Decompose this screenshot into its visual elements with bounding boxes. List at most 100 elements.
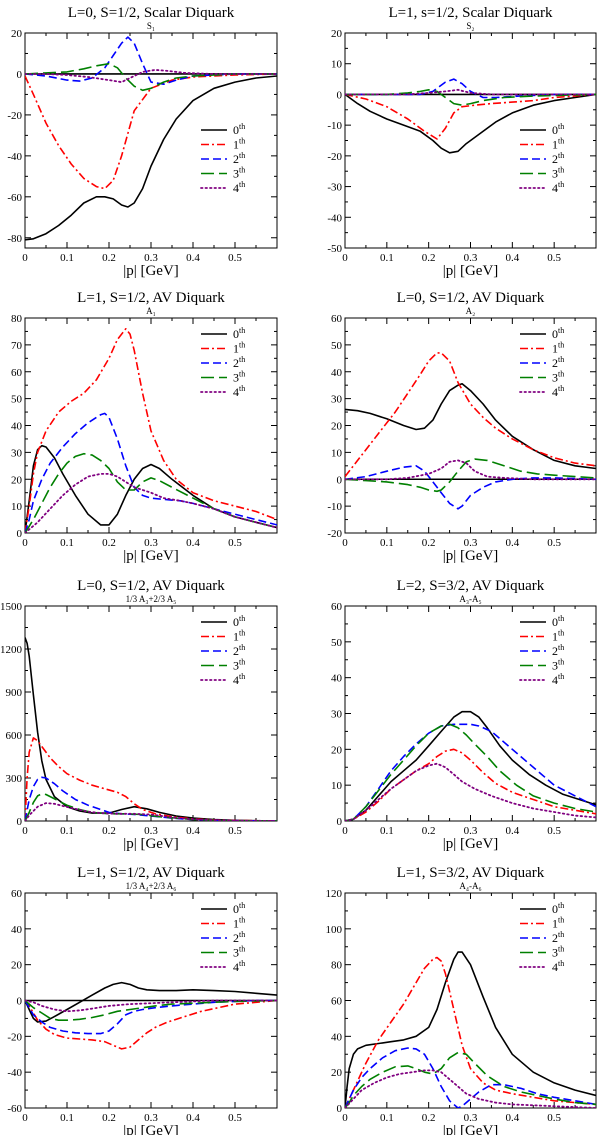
chart-title: L=1, S=1/2, AV Diquark	[77, 290, 225, 306]
series-line-1th	[345, 748, 596, 821]
y-tick-label: 100	[326, 924, 343, 936]
y-tick-label: -30	[327, 182, 342, 194]
series-line-0th	[25, 637, 277, 821]
y-tick-label: 1200	[0, 644, 23, 656]
x-tick-label: 0.5	[547, 537, 561, 549]
y-tick-label: 60	[11, 888, 23, 900]
x-tick-label: 0	[342, 1112, 348, 1124]
chart-subtitle: S₂	[466, 21, 474, 31]
legend-label-0th: 0th	[552, 326, 564, 341]
legend-label-3th: 3th	[233, 945, 245, 960]
y-tick-label: 50	[11, 394, 23, 406]
legend-label-1th: 1th	[233, 916, 245, 931]
x-tick-label: 0.5	[228, 1112, 242, 1124]
x-axis-label: |p| [GeV]	[443, 836, 499, 852]
y-tick-label: 60	[331, 313, 343, 325]
series-line-2th	[345, 723, 596, 821]
series-line-3th	[25, 62, 277, 92]
legend-label-3th: 3th	[233, 166, 245, 181]
x-tick-label: 0.3	[144, 252, 158, 264]
x-tick-label: 0.4	[186, 1112, 200, 1124]
y-tick-label: 0	[17, 816, 23, 828]
y-tick-label: 50	[331, 340, 343, 352]
legend-label-4th: 4th	[233, 180, 245, 195]
y-tick-label: 60	[11, 367, 23, 379]
legend-label-1th: 1th	[233, 137, 245, 152]
legend-label-1th: 1th	[552, 137, 564, 152]
chart-subtitle: A₄-A₆	[459, 881, 481, 891]
x-tick-label: 0.2	[422, 252, 436, 264]
y-tick-label: 10	[331, 59, 343, 71]
series-line-1th	[345, 352, 596, 478]
x-tick-label: 0.2	[102, 1112, 116, 1124]
legend-label-2th: 2th	[552, 643, 564, 658]
plot-area	[25, 637, 277, 821]
x-tick-label: 0.1	[380, 825, 394, 837]
plot-area	[345, 78, 596, 154]
y-tick-label: 40	[11, 421, 23, 433]
x-tick-label: 0.3	[464, 825, 478, 837]
y-tick-label: 50	[331, 637, 343, 649]
legend-label-4th: 4th	[233, 959, 245, 974]
series-line-3th	[345, 1051, 596, 1108]
y-tick-label: 60	[331, 601, 343, 613]
y-tick-label: 40	[331, 1031, 343, 1043]
y-tick-label: 60	[331, 996, 343, 1008]
y-tick-label: 30	[331, 709, 343, 721]
x-tick-label: 0.5	[228, 252, 242, 264]
x-axis-label: |p| [GeV]	[123, 836, 179, 852]
y-tick-label: 70	[11, 340, 23, 352]
series-line-4th	[345, 762, 596, 821]
x-tick-label: 0.5	[228, 537, 242, 549]
y-tick-label: 30	[11, 447, 23, 459]
y-tick-label: 30	[331, 394, 343, 406]
x-tick-label: 0.1	[60, 825, 74, 837]
legend-label-1th: 1th	[233, 341, 245, 356]
legend-label-3th: 3th	[233, 370, 245, 385]
x-tick-label: 0.4	[186, 252, 200, 264]
chart-subtitle: 1/3 A₄+2/3 A₆	[126, 881, 177, 891]
y-tick-label: 0	[17, 996, 23, 1008]
y-tick-label: -20	[327, 528, 342, 540]
legend-label-1th: 1th	[552, 629, 564, 644]
x-tick-label: 0.1	[380, 1112, 394, 1124]
y-tick-label: 0	[337, 89, 343, 101]
x-tick-label: 0.1	[60, 1112, 74, 1124]
x-axis-label: |p| [GeV]	[443, 1123, 499, 1135]
x-tick-label: 0.3	[144, 1112, 158, 1124]
x-tick-label: 0.4	[505, 1112, 519, 1124]
x-tick-label: 0	[342, 252, 348, 264]
legend-label-2th: 2th	[552, 151, 564, 166]
x-tick-label: 0.1	[380, 537, 394, 549]
legend-label-1th: 1th	[552, 916, 564, 931]
chart-subtitle: S₁	[147, 21, 155, 31]
x-axis-label: |p| [GeV]	[443, 263, 499, 279]
y-tick-label: 600	[6, 730, 23, 742]
series-line-1th	[25, 737, 277, 821]
legend-label-2th: 2th	[233, 930, 245, 945]
x-tick-label: 0.5	[547, 825, 561, 837]
series-line-1th	[345, 93, 596, 140]
y-tick-label: -60	[7, 1103, 22, 1115]
plot-frame	[24, 605, 278, 822]
x-tick-label: 0.5	[547, 1112, 561, 1124]
y-tick-label: 1500	[0, 601, 23, 613]
legend-label-0th: 0th	[552, 901, 564, 916]
series-line-0th	[345, 382, 596, 470]
legend-label-3th: 3th	[552, 166, 564, 181]
plot-frame	[344, 892, 597, 1109]
series-line-2th	[345, 1047, 596, 1108]
series-line-0th	[25, 75, 277, 241]
y-tick-label: 20	[331, 421, 343, 433]
legend-label-0th: 0th	[552, 614, 564, 629]
legend-label-1th: 1th	[233, 629, 245, 644]
